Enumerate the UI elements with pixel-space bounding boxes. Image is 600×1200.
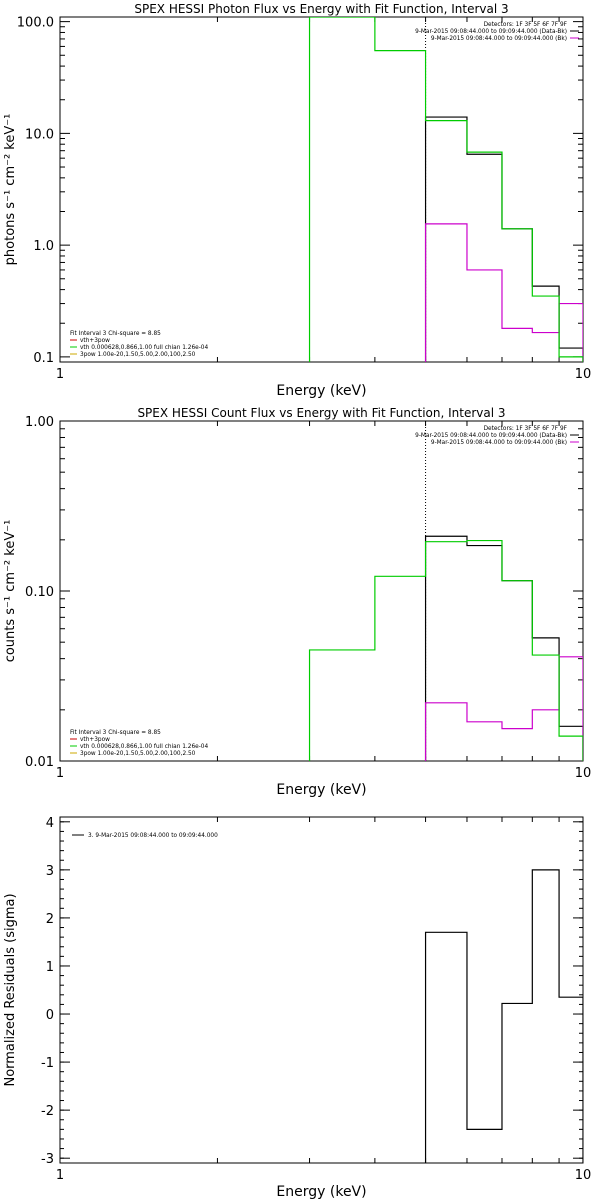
x-axis-label: Energy (keV): [276, 782, 366, 798]
y-tick-label: 3: [46, 864, 54, 879]
y-tick-label: 2: [46, 912, 54, 927]
photon-flux-panel: SPEX HESSI Photon Flux vs Energy with Fi…: [3, 2, 591, 399]
series-2-step-line: [308, 539, 583, 761]
legend-right-entry: 9-Mar-2015 09:08:44.000 to 09:09:44.000 …: [431, 440, 567, 446]
y-axis-label: counts s⁻¹ cm⁻² keV⁻¹: [3, 520, 18, 663]
y-tick-label: -1: [41, 1056, 54, 1071]
y-tick-label: -2: [41, 1104, 54, 1119]
x-axis-label: Energy (keV): [276, 383, 366, 399]
x-tick-label: 10: [575, 1168, 592, 1183]
legend-left-entry: vth 0.000628,0.866,1.00 full chian 1.26e…: [80, 744, 208, 750]
y-tick-label: 0.01: [25, 755, 54, 770]
x-tick-label: 1: [56, 1168, 64, 1183]
y-tick-label: 1.00: [25, 415, 54, 430]
y-tick-label: 100.0: [17, 16, 54, 31]
legend-right-entry: 9-Mar-2015 09:08:44.000 to 09:09:44.000 …: [431, 36, 567, 42]
y-tick-label: 0.10: [25, 585, 54, 600]
legend-left-entry: vth+3pow: [80, 338, 110, 344]
legend-left-entry: 3pow 1.00e-20,1.50,5.00,2.00,100,2.50: [80, 751, 196, 757]
x-tick-label: 10: [575, 367, 592, 382]
series-0-step-line: [424, 869, 583, 1163]
residuals-panel: Energy (keV) Normalized Residuals (sigma)…: [3, 816, 591, 1200]
legend-right-entry: 9-Mar-2015 09:08:44.000 to 09:09:44.000 …: [415, 433, 567, 439]
legend-right-entry: Detectors: 1F 3F 5F 6F 7F 9F: [484, 426, 567, 432]
series-1-step-line: [424, 223, 583, 362]
plot-frame: [59, 420, 584, 762]
y-tick-label: 4: [46, 816, 54, 831]
count-flux-panel: SPEX HESSI Count Flux vs Energy with Fit…: [3, 406, 591, 798]
legend-left-entry: 3pow 1.00e-20,1.50,5.00,2.00,100,2.50: [80, 352, 196, 358]
legend-right-entry: Detectors: 1F 3F 5F 6F 7F 9F: [484, 22, 567, 28]
legend-left-entry: 3. 9-Mar-2015 09:08:44.000 to 09:09:44.0…: [88, 833, 218, 839]
x-tick-label: 1: [56, 367, 64, 382]
y-tick-label: 1.0: [33, 239, 54, 254]
y-tick-label: -3: [41, 1152, 54, 1167]
legend-left-entry: Fit Interval 3 Chi-square = 8.85: [70, 331, 161, 337]
chart-title: SPEX HESSI Count Flux vs Energy with Fit…: [137, 406, 505, 420]
x-tick-label: 1: [56, 766, 64, 781]
y-tick-label: 0.1: [33, 351, 54, 366]
y-axis-label: Normalized Residuals (sigma): [3, 893, 18, 1086]
y-tick-label: 0: [46, 1008, 54, 1023]
plot-frame: [59, 16, 584, 363]
plot-frame: [59, 816, 584, 1164]
series-1-step-line: [424, 656, 583, 761]
x-tick-label: 10: [575, 766, 592, 781]
x-axis-label: Energy (keV): [276, 1184, 366, 1200]
legend-left-entry: vth 0.000628,0.866,1.00 full chian 1.26e…: [80, 345, 208, 351]
legend-left-entry: Fit Interval 3 Chi-square = 8.85: [70, 730, 161, 736]
chart-title: SPEX HESSI Photon Flux vs Energy with Fi…: [134, 2, 508, 16]
legend-right-entry: 9-Mar-2015 09:08:44.000 to 09:09:44.000 …: [415, 29, 567, 35]
series-2-step-line: [308, 17, 583, 362]
y-tick-label: 10.0: [25, 127, 54, 142]
y-tick-label: 1: [46, 960, 54, 975]
legend-left-entry: vth+3pow: [80, 737, 110, 743]
y-axis-label: photons s⁻¹ cm⁻² keV⁻¹: [3, 114, 18, 266]
